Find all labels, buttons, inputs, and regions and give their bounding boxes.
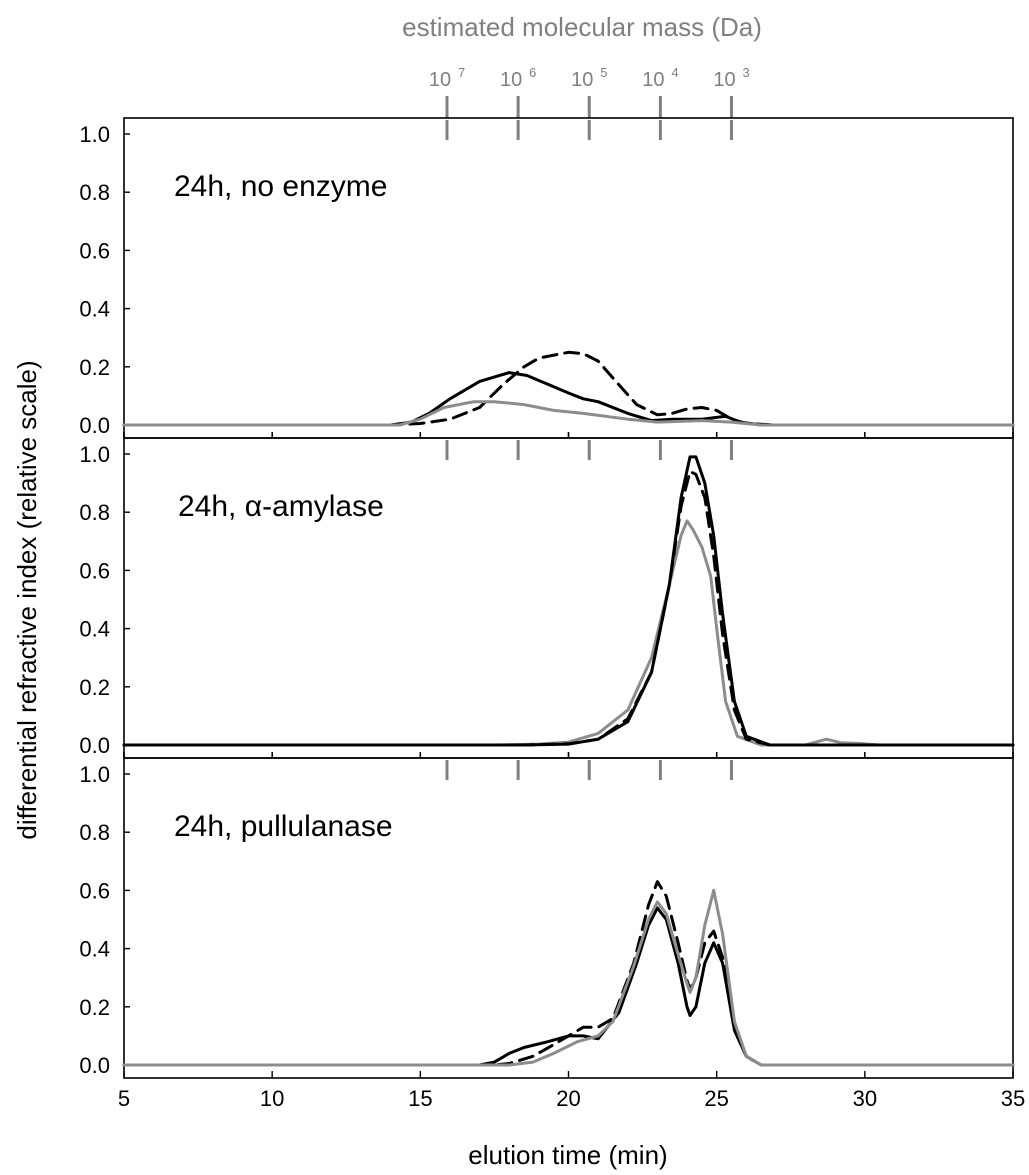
molecular-mass-label: 10 bbox=[713, 69, 735, 91]
x-axis: 5 10 15 20 25 30 35 bbox=[118, 1071, 1025, 1111]
y-tick-label: 0.4 bbox=[79, 297, 110, 322]
panel-frame bbox=[124, 438, 1013, 758]
y-tick-label: 0.0 bbox=[79, 1053, 110, 1078]
molecular-mass-label: 10 bbox=[429, 69, 451, 91]
molecular-mass-label: 10 bbox=[500, 69, 522, 91]
y-tick-label: 0.4 bbox=[79, 617, 110, 642]
y-tick-label: 0.6 bbox=[79, 878, 110, 903]
y-tick-label: 0.2 bbox=[79, 355, 110, 380]
panel-2: 0.0 0.2 0.4 0.6 0.8 1.0 24h, α-amylase bbox=[79, 432, 1013, 758]
x-axis-title: elution time (min) bbox=[468, 1140, 667, 1170]
series-line-1 bbox=[124, 352, 1013, 425]
molecular-mass-exponent: 4 bbox=[671, 65, 678, 80]
molecular-mass-tick-marks bbox=[447, 96, 731, 118]
molecular-mass-exponent: 5 bbox=[600, 65, 607, 80]
panel-label: 24h, no enzyme bbox=[174, 170, 387, 203]
series-line-3 bbox=[124, 890, 1013, 1065]
y-tick-label: 0.8 bbox=[79, 500, 110, 525]
y-tick-label: 0.8 bbox=[79, 820, 110, 845]
panel-label: 24h, pullulanase bbox=[174, 810, 393, 843]
x-tick-label: 10 bbox=[260, 1086, 284, 1111]
series-line-1 bbox=[124, 908, 1013, 1065]
panel-frame bbox=[124, 758, 1013, 1078]
series-line-2 bbox=[124, 373, 1013, 425]
y-tick-label: 0.0 bbox=[79, 733, 110, 758]
x-tick-label: 15 bbox=[408, 1086, 432, 1111]
y-tick-label: 0.8 bbox=[79, 180, 110, 205]
x-tick-label: 35 bbox=[1001, 1086, 1025, 1111]
molecular-mass-tick-labels: 10 7 10 6 10 5 10 4 10 3 bbox=[429, 65, 750, 91]
y-tick-label: 0.2 bbox=[79, 675, 110, 700]
molecular-mass-exponent: 3 bbox=[742, 65, 749, 80]
y-tick-label: 1.0 bbox=[79, 442, 110, 467]
y-axis-title: differential refractive index (relative … bbox=[12, 360, 42, 839]
x-tick-label: 20 bbox=[556, 1086, 580, 1111]
series-line-3 bbox=[124, 402, 1013, 425]
molecular-mass-exponent: 6 bbox=[529, 65, 536, 80]
molecular-mass-exponent: 7 bbox=[458, 65, 465, 80]
molecular-mass-axis-title: estimated molecular mass (Da) bbox=[402, 12, 762, 42]
panel-label: 24h, α-amylase bbox=[178, 490, 384, 523]
x-tick-label: 25 bbox=[704, 1086, 728, 1111]
chromatogram-panels: 0.00.20.40.60.81.024h, no enzyme0.00.20.… bbox=[79, 118, 1013, 1078]
y-tick-label: 0.6 bbox=[79, 238, 110, 263]
molecular-mass-label: 10 bbox=[642, 69, 664, 91]
x-tick-label: 30 bbox=[853, 1086, 877, 1111]
panel-frame bbox=[124, 118, 1013, 438]
panel-3: 0.0 0.2 0.4 0.6 0.8 1.0 24h, pullulanase bbox=[79, 752, 1013, 1078]
y-tick-label: 0.2 bbox=[79, 995, 110, 1020]
y-tick-label: 1.0 bbox=[79, 762, 110, 787]
y-tick-label: 0.6 bbox=[79, 558, 110, 583]
series-line-2 bbox=[124, 882, 1013, 1065]
series-line-1 bbox=[124, 521, 1013, 745]
x-tick-label: 5 bbox=[118, 1086, 130, 1111]
molecular-mass-label: 10 bbox=[571, 69, 593, 91]
y-tick-label: 0.4 bbox=[79, 937, 110, 962]
y-tick-label: 0.0 bbox=[79, 413, 110, 438]
panel-1: 0.0 0.2 0.4 0.6 0.8 1.0 24h, no enzyme bbox=[79, 118, 1013, 438]
y-tick-label: 1.0 bbox=[79, 122, 110, 147]
